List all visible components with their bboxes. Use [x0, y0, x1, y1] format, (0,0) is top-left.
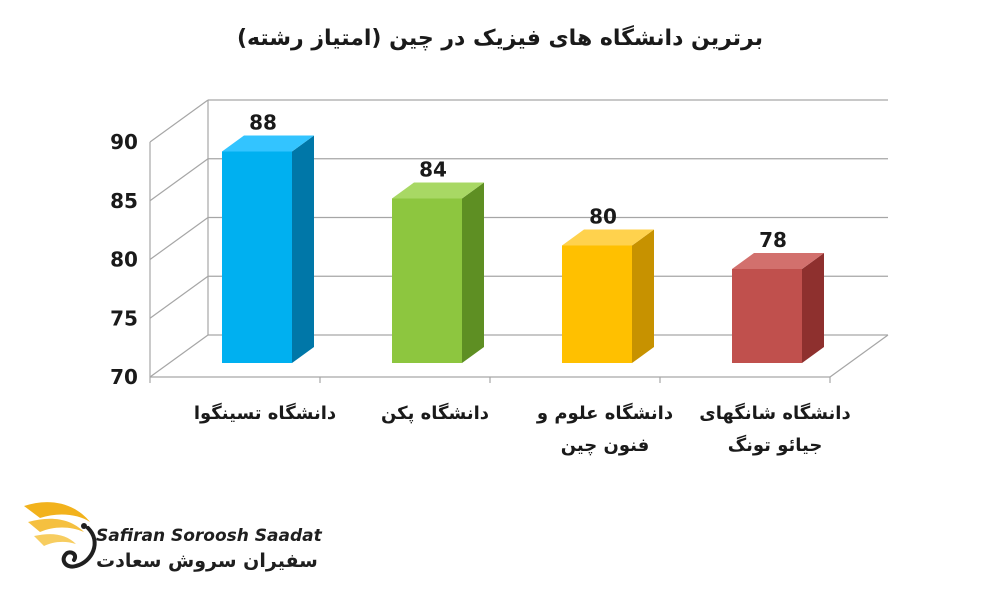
y-tick-label: 70: [110, 365, 138, 389]
bird-logo-icon: [24, 502, 97, 569]
y-tick-label: 85: [110, 189, 138, 213]
bar: [222, 151, 292, 363]
x-tick-label-line: فنون چین: [560, 435, 650, 456]
gridline-depth: [149, 275, 209, 319]
bar: [562, 245, 632, 363]
x-tick-label: دانشگاه علوم و فنون چین: [515, 398, 695, 462]
data-label: 84: [419, 158, 447, 182]
data-label: 88: [249, 111, 277, 135]
floor-edge: [829, 334, 889, 378]
bar-top: [222, 135, 314, 152]
gridline-depth: [149, 334, 209, 378]
bar-top: [392, 182, 484, 199]
x-tick-label-line: دانشگاه علوم و: [536, 403, 674, 424]
gridline-depth: [149, 99, 209, 143]
data-label: 80: [589, 205, 617, 229]
bar-side: [802, 253, 824, 363]
chart-title: برترین دانشگاه های فیزیک در چین (امتیاز …: [237, 26, 763, 51]
x-tick-label-line: جیائو تونگ: [727, 435, 823, 456]
bar-top: [562, 229, 654, 246]
x-tick-label-line: دانشگاه شانگهای: [699, 403, 851, 424]
bar-top: [732, 253, 824, 269]
bar: [732, 269, 802, 363]
y-tick-label: 75: [110, 306, 138, 330]
x-tick-label-line: دانشگاه پکن: [380, 403, 490, 424]
x-tick-label: دانشگاه پکن: [345, 398, 525, 430]
x-tick-label-line: دانشگاه تسینگوا: [193, 403, 337, 424]
bar: [392, 198, 462, 363]
bar-side: [462, 182, 484, 363]
y-tick-label: 80: [110, 248, 138, 272]
bar-side: [292, 135, 314, 363]
x-tick-label: دانشگاه تسینگوا: [175, 398, 355, 430]
y-tick-label: 90: [110, 130, 138, 154]
gridline-depth: [149, 158, 209, 202]
brand-logo: Safiran Soroosh Saadat سفیران سروش سعادت: [18, 492, 322, 588]
bar-side: [632, 229, 654, 363]
logo-text-fa: سفیران سروش سعادت: [96, 550, 318, 572]
data-label: 78: [759, 228, 787, 252]
gridline-depth: [149, 217, 209, 260]
logo-text-en: Safiran Soroosh Saadat: [96, 526, 322, 546]
x-tick-label: دانشگاه شانگهای جیائو تونگ: [685, 398, 865, 462]
